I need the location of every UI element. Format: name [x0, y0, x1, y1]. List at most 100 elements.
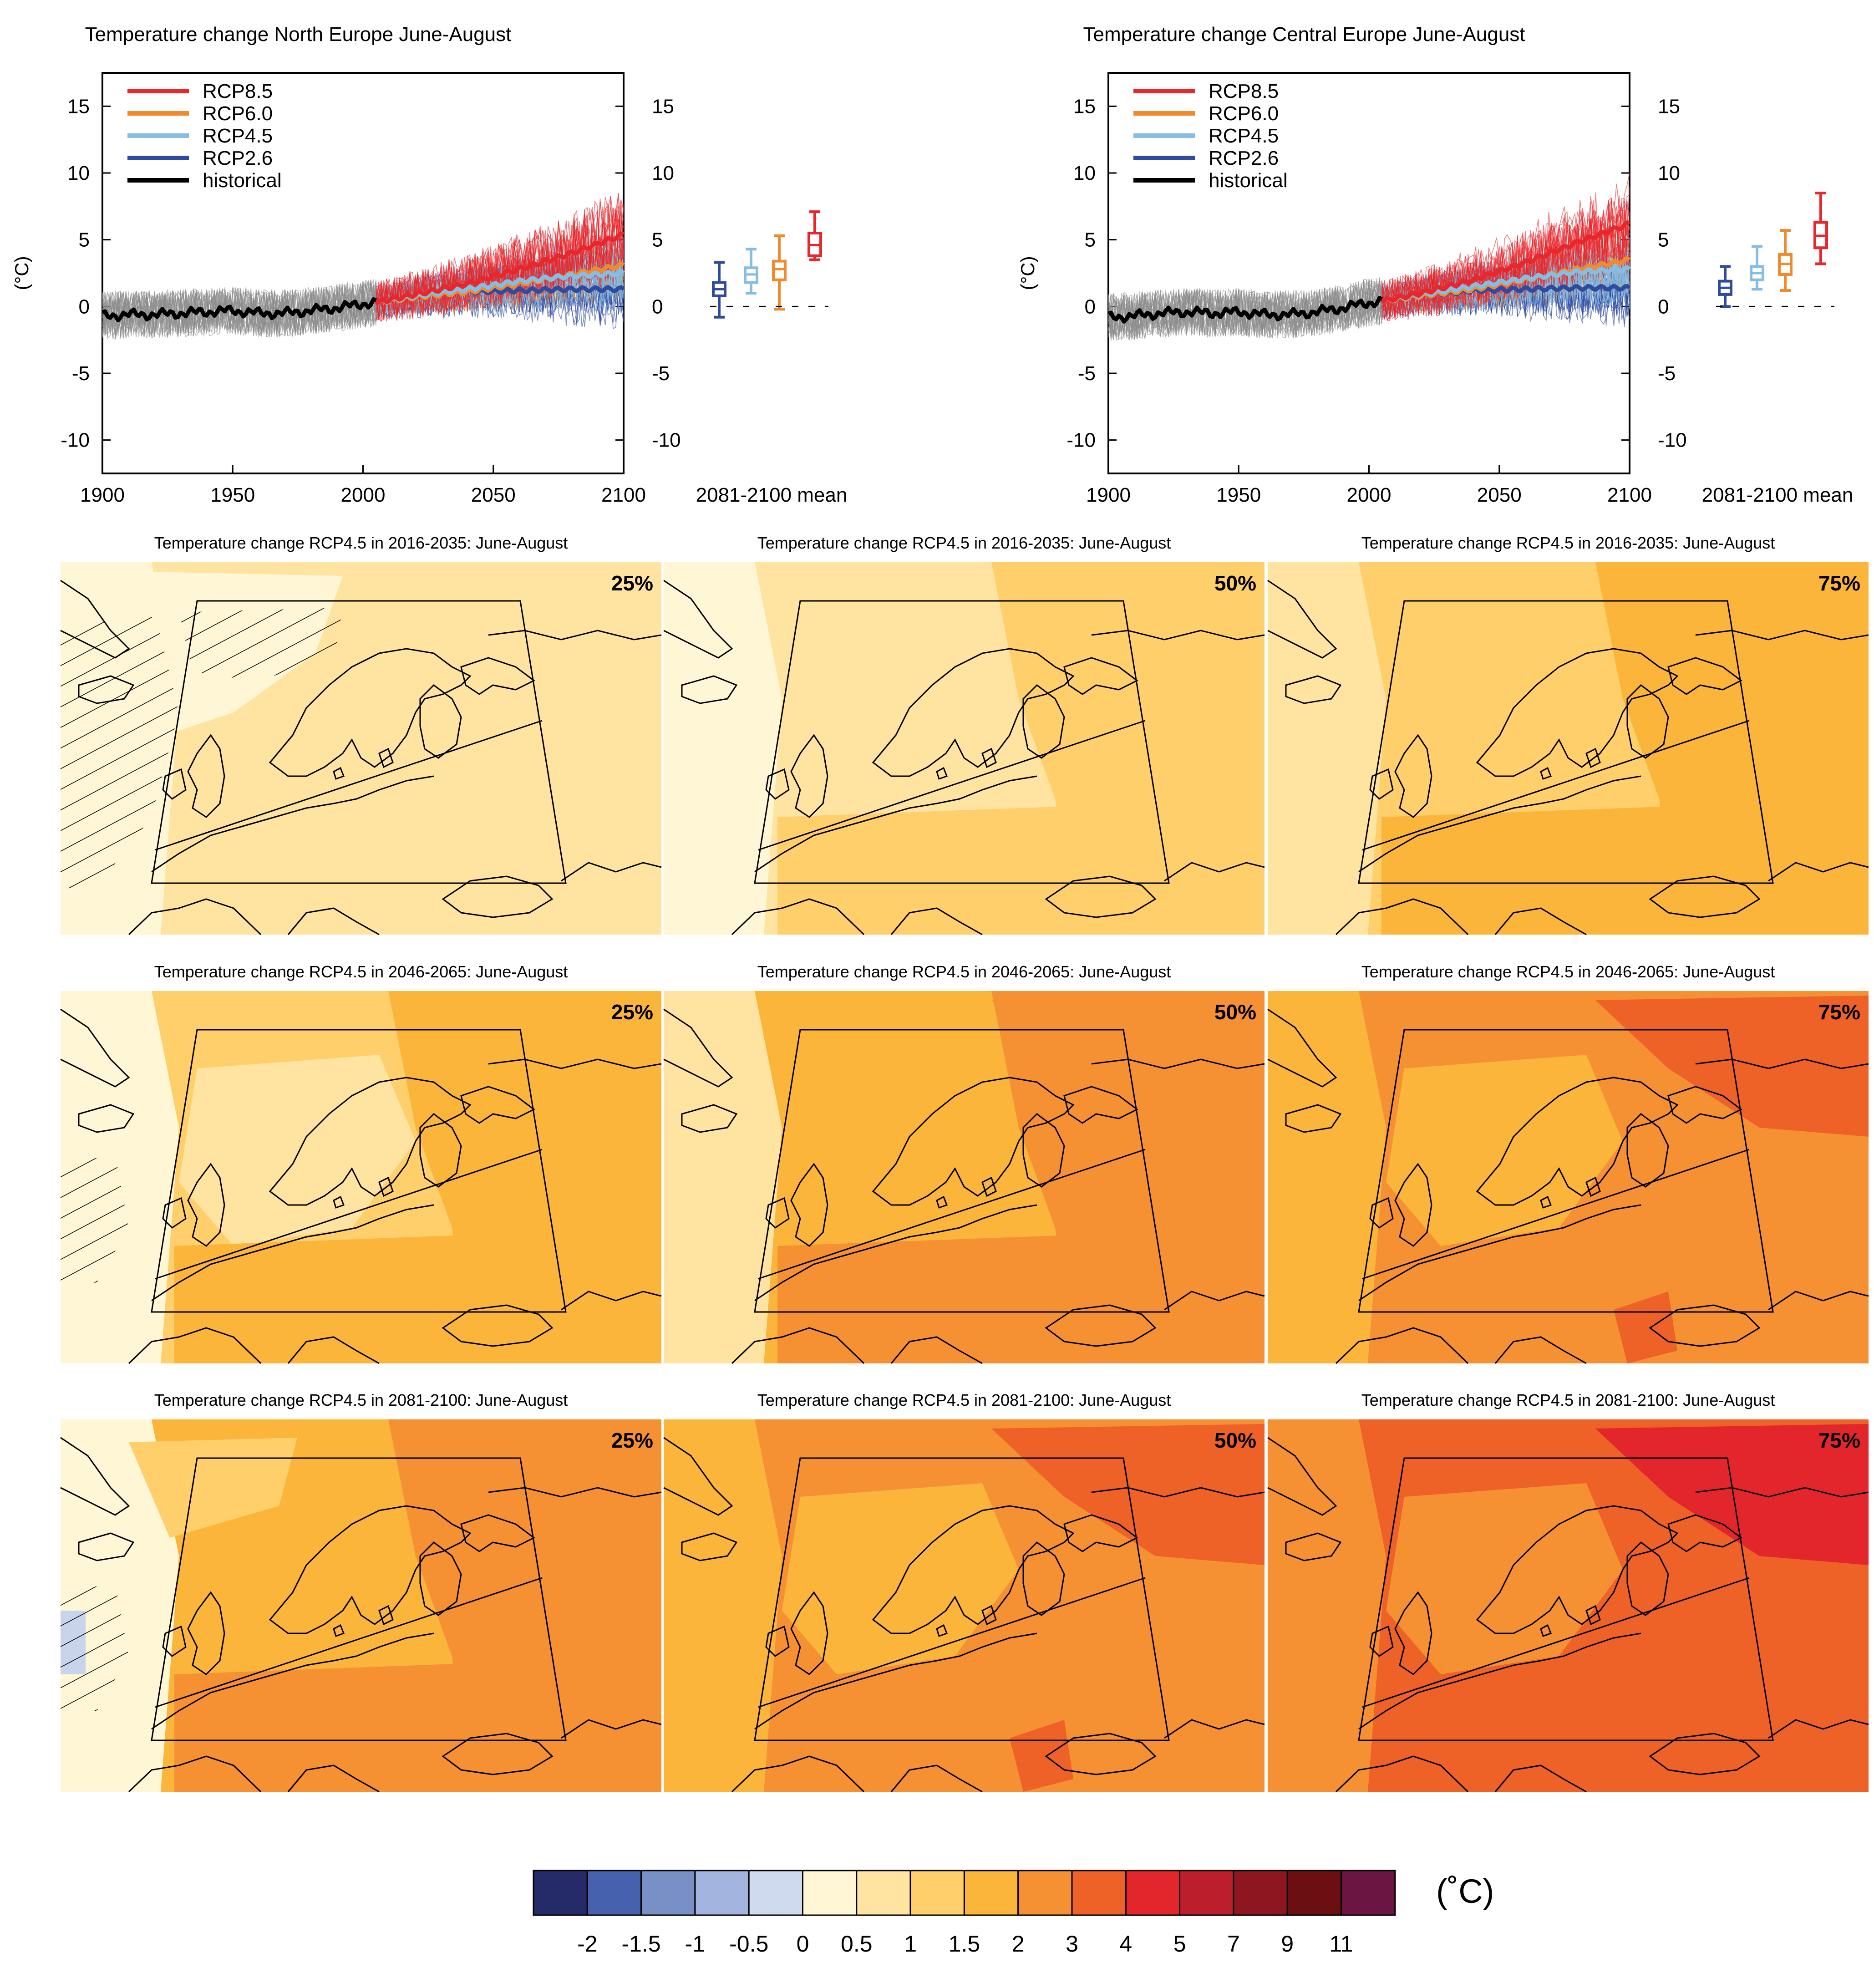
map-panel: 75%	[1267, 991, 1869, 1364]
coastline	[488, 1487, 662, 1498]
map-panel-title: Temperature change RCP4.5 in 2081-2100: …	[757, 1391, 1171, 1409]
coastline	[1285, 675, 1342, 704]
coastline	[731, 898, 865, 936]
y-axis-label: (°C)	[1017, 256, 1038, 290]
y-tick-label: -5	[1658, 362, 1676, 385]
coastline	[60, 1008, 130, 1088]
rcp-ensemble-member	[1381, 200, 1630, 321]
coastline	[460, 657, 535, 695]
map-contour-region	[664, 991, 782, 1363]
coastline	[378, 747, 394, 768]
coastline	[287, 1764, 380, 1793]
coastline	[1626, 684, 1669, 759]
hatching-region	[61, 1583, 129, 1715]
region-outline	[1358, 600, 1774, 884]
coastline	[162, 1197, 187, 1229]
rcp-ensemble-member	[376, 206, 624, 321]
coastline	[890, 1764, 983, 1793]
x-tick-label: 1900	[80, 484, 125, 506]
coastline	[151, 775, 434, 873]
boxplot-box	[772, 259, 787, 281]
coastline	[1626, 1113, 1669, 1188]
y-tick-label: -5	[652, 362, 670, 385]
central-europe-chart: Temperature change Central Europe June-A…	[1017, 23, 1853, 506]
coastline	[151, 1204, 434, 1302]
coastline	[765, 1197, 790, 1229]
historical-ensemble-member	[102, 286, 376, 337]
map-panel: 25%	[60, 562, 662, 936]
coastline	[419, 1541, 462, 1616]
colorbar-tick-label: 5	[1173, 1931, 1186, 1957]
region-outline	[151, 600, 567, 884]
coastline	[187, 1163, 225, 1247]
map-contour-region	[1595, 1424, 1869, 1565]
coastline	[790, 1591, 828, 1675]
coastline	[1335, 1755, 1469, 1793]
colorbar-cell	[963, 1870, 1019, 1916]
coastline	[1358, 1204, 1641, 1302]
map-contour-region	[179, 1055, 416, 1246]
region-outline	[151, 1029, 567, 1313]
coastline	[936, 767, 948, 780]
map-contour-region	[1386, 1483, 1623, 1674]
percentile-label: 25%	[611, 1000, 653, 1024]
colorbar-cell	[1341, 1870, 1396, 1916]
x-tick-label: 2050	[1477, 484, 1522, 506]
hatching-region	[179, 608, 343, 681]
coastline	[1476, 1077, 1679, 1206]
coastline	[754, 775, 1037, 873]
coastline	[128, 1327, 262, 1364]
colorbar-unit: (˚C)	[1436, 1872, 1494, 1910]
legend-label: RCP4.5	[203, 125, 273, 147]
colorbar-cell	[856, 1870, 911, 1916]
colorbar-cell	[586, 1870, 642, 1916]
coastline	[1649, 1733, 1761, 1775]
region-outline	[754, 1029, 1170, 1313]
y-tick-label: -10	[61, 429, 90, 452]
y-tick-label: 0	[79, 295, 90, 318]
series-line-rcp85	[374, 231, 625, 306]
map-panel-title: Temperature change RCP4.5 in 2016-2035: …	[154, 534, 568, 552]
coastline	[1063, 1514, 1138, 1552]
coastline	[765, 1625, 790, 1657]
y-tick-label: 10	[652, 162, 674, 184]
map-contour-region	[174, 1228, 661, 1363]
y-tick-label: 15	[1658, 95, 1680, 117]
colorbar-tick-label: 11	[1330, 1931, 1353, 1957]
coastline	[1667, 1514, 1742, 1552]
legend-label: RCP6.0	[203, 102, 273, 125]
coastline	[890, 1336, 983, 1364]
coastline	[162, 1625, 187, 1657]
map-contour-region	[777, 799, 1265, 935]
coastline	[1267, 1008, 1337, 1088]
y-tick-label: 0	[1085, 295, 1096, 318]
map-contour-region	[1268, 562, 1386, 935]
coastline	[1164, 1719, 1265, 1739]
coastline	[872, 1077, 1075, 1206]
coastline	[1768, 862, 1869, 882]
coastline	[1045, 1304, 1157, 1347]
coastline	[1335, 1327, 1469, 1364]
y-tick-label: 15	[1073, 95, 1096, 117]
coastline	[1695, 1487, 1869, 1498]
y-tick-label: -10	[1067, 429, 1096, 452]
colorbar-tick-label: -1.5	[622, 1931, 661, 1957]
colorbar-tick-label: 1	[904, 1931, 917, 1957]
coastline	[981, 1605, 997, 1626]
x-tick-label: 2100	[1607, 484, 1652, 506]
chart-title: Temperature change North Europe June-Aug…	[85, 23, 512, 46]
colorbar-tick-label: -2	[577, 1931, 597, 1957]
coastline	[60, 1437, 130, 1516]
x-tick-label: 1900	[1086, 484, 1131, 506]
coastline	[1585, 1176, 1601, 1197]
coastline	[419, 684, 462, 759]
x-tick-label: 2000	[341, 484, 386, 506]
coastline	[1164, 1291, 1265, 1311]
map-panel-title: Temperature change RCP4.5 in 2016-2035: …	[757, 534, 1171, 552]
coastline	[663, 580, 733, 659]
map-contour-region	[1381, 799, 1869, 935]
coastline	[162, 768, 187, 800]
coastline	[790, 1163, 828, 1247]
coastline	[1476, 1505, 1679, 1634]
coastline	[1091, 1487, 1265, 1498]
